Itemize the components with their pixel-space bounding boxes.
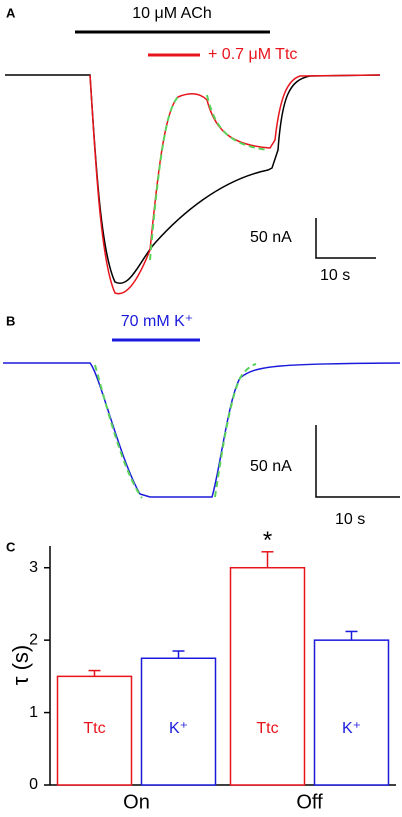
- bar-label: K⁺: [169, 720, 188, 737]
- panel-label: C: [6, 539, 16, 554]
- bar-label: Ttc: [256, 720, 278, 737]
- panel-label: A: [6, 5, 16, 20]
- stimulus-label: 10 μM ACh: [132, 5, 211, 22]
- scale-bar: [315, 425, 400, 498]
- scale-x-label: 10 s: [335, 511, 365, 528]
- bar: [56, 675, 133, 786]
- bar: [313, 639, 390, 786]
- scale-y-label: 50 nA: [250, 229, 292, 246]
- y-axis-title: τ (s): [8, 645, 33, 685]
- scale-bar: [315, 218, 376, 259]
- bar: [229, 566, 306, 786]
- scale-y-label: 50 nA: [250, 458, 292, 475]
- y-tick-label: 2: [29, 631, 38, 648]
- drug-label: + 0.7 μM Ttc: [208, 46, 297, 63]
- panel-label: B: [6, 313, 15, 328]
- fit-line: [94, 363, 257, 499]
- ttc-trace: [89, 74, 381, 295]
- annotation: *: [263, 527, 272, 554]
- scale-x-label: 10 s: [320, 267, 350, 284]
- y-tick-label: 3: [29, 559, 38, 576]
- bar-label: Ttc: [83, 720, 105, 737]
- y-tick-label: 0: [29, 776, 38, 793]
- x-tick-label: On: [123, 791, 150, 813]
- x-tick-label: Off: [296, 791, 323, 813]
- k-trace: [3, 362, 401, 498]
- fit-line: [149, 94, 269, 261]
- bar: [140, 657, 217, 786]
- stimulus-label: 70 mM K⁺: [121, 313, 193, 330]
- ach-trace: [5, 74, 381, 285]
- bar-label: K⁺: [342, 720, 361, 737]
- y-tick-label: 1: [29, 704, 38, 721]
